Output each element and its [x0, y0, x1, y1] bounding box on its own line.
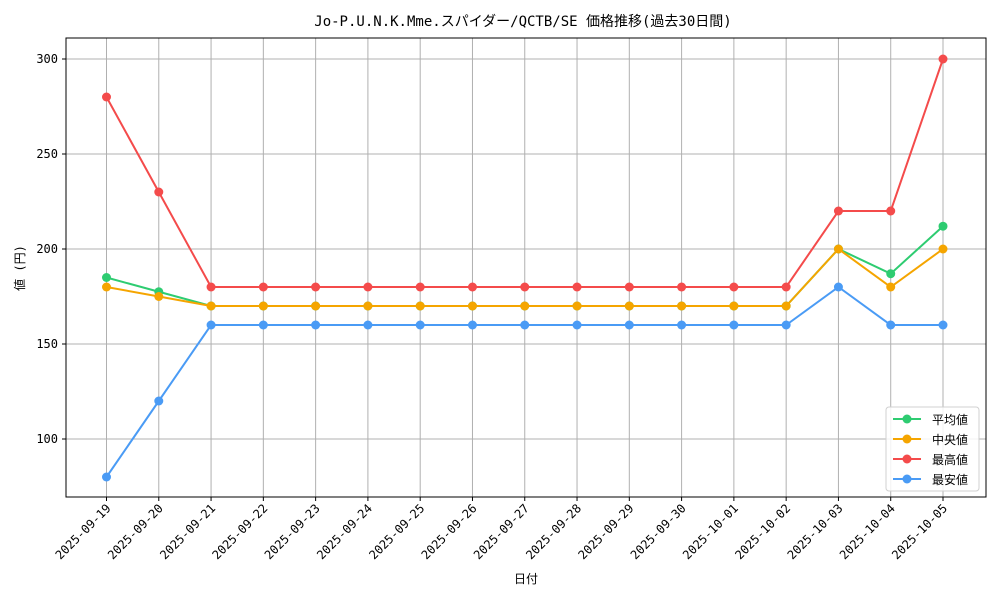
data-point-marker: [729, 301, 739, 311]
data-point-marker: [467, 320, 477, 330]
data-point-marker: [677, 282, 687, 292]
data-point-marker: [833, 206, 843, 216]
y-tick-label: 100: [36, 432, 58, 446]
data-point-marker: [781, 301, 791, 311]
data-point-marker: [729, 320, 739, 330]
data-point-marker: [311, 301, 321, 311]
series-lines: [102, 54, 948, 482]
data-point-marker: [938, 244, 948, 254]
legend-marker-icon: [902, 434, 912, 444]
data-point-marker: [677, 301, 687, 311]
data-point-marker: [102, 282, 111, 292]
data-point-marker: [415, 320, 425, 330]
grid-lines: [66, 38, 986, 497]
legend-marker-icon: [902, 414, 912, 424]
legend-item: 平均値: [893, 412, 968, 427]
data-point-marker: [154, 292, 164, 301]
data-point-marker: [572, 320, 582, 330]
data-point-marker: [467, 282, 477, 292]
data-point-marker: [206, 282, 216, 292]
data-point-marker: [415, 282, 425, 292]
series-最安値: [102, 282, 948, 482]
data-point-marker: [781, 282, 791, 292]
data-point-marker: [833, 244, 843, 254]
data-point-marker: [938, 320, 948, 330]
plot-area-frame: [65, 37, 987, 498]
data-point-marker: [624, 282, 634, 292]
data-point-marker: [572, 282, 582, 292]
x-axis-label: 日付: [514, 572, 538, 586]
legend-marker-icon: [902, 454, 912, 464]
data-point-marker: [572, 301, 582, 311]
data-point-marker: [102, 273, 111, 282]
y-tick-label: 150: [36, 337, 58, 351]
data-point-marker: [886, 269, 896, 279]
y-tick-label: 200: [36, 242, 58, 256]
series-中央値: [102, 244, 948, 311]
series-最高値: [102, 54, 948, 292]
y-tick-label: 300: [36, 52, 58, 66]
data-point-marker: [415, 301, 425, 311]
data-point-marker: [520, 282, 530, 292]
data-point-marker: [520, 320, 530, 330]
data-point-marker: [154, 396, 164, 406]
legend-label: 最安値: [932, 472, 968, 487]
y-axis-label: 値 (円): [12, 245, 27, 291]
data-point-marker: [258, 301, 268, 311]
data-point-marker: [206, 320, 216, 330]
data-point-marker: [886, 206, 896, 216]
data-point-marker: [206, 301, 216, 311]
data-point-marker: [938, 54, 948, 64]
data-point-marker: [363, 301, 373, 311]
data-point-marker: [154, 187, 164, 197]
legend-label: 平均値: [932, 412, 968, 427]
data-point-marker: [833, 282, 843, 292]
data-point-marker: [624, 320, 634, 330]
data-point-marker: [729, 282, 739, 292]
data-point-marker: [520, 301, 530, 311]
data-point-marker: [102, 472, 111, 482]
data-point-marker: [258, 320, 268, 330]
legend-item: 最高値: [893, 452, 968, 467]
legend-box: [885, 406, 980, 492]
data-point-marker: [311, 320, 321, 330]
y-axis: 100 150 200 250 300: [36, 52, 66, 446]
data-point-marker: [938, 221, 948, 231]
data-point-marker: [258, 282, 268, 292]
legend-label: 最高値: [932, 452, 968, 467]
data-point-marker: [467, 301, 477, 311]
data-point-marker: [886, 282, 896, 292]
legend-marker-icon: [902, 474, 912, 484]
x-tick-label: 2025-10-05: [889, 501, 950, 562]
data-point-marker: [102, 92, 111, 102]
data-point-marker: [311, 282, 321, 292]
y-tick-label: 250: [36, 147, 58, 161]
data-point-marker: [363, 320, 373, 330]
data-point-marker: [886, 320, 896, 330]
legend-label: 中央値: [932, 432, 968, 447]
data-point-marker: [363, 282, 373, 292]
data-point-marker: [677, 320, 687, 330]
data-point-marker: [781, 320, 791, 330]
chart-title: Jo-P.U.N.K.Mme.スパイダー/QCTB/SE 価格推移(過去30日間…: [314, 14, 732, 30]
data-point-marker: [624, 301, 634, 311]
legend-item: 最安値: [893, 472, 968, 487]
x-axis: 2025-09-192025-09-202025-09-212025-09-22…: [53, 497, 950, 562]
legend-item: 中央値: [893, 432, 968, 447]
